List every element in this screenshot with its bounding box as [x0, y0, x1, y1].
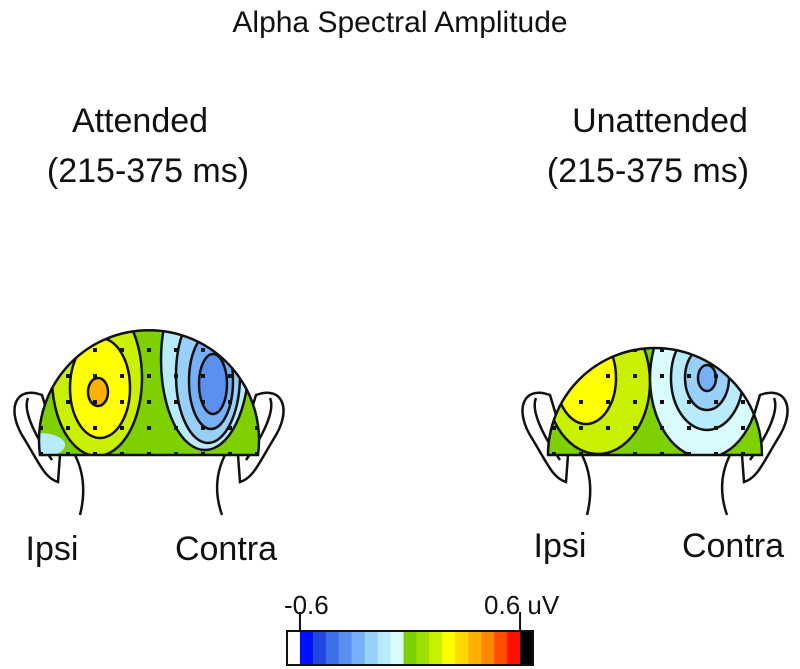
colorbar-cell	[299, 631, 314, 665]
colorbar-tick-label: 0.6 uV	[484, 590, 560, 620]
colorbar-cell	[507, 631, 521, 665]
head-map	[521, 346, 789, 516]
colorbar: -0.6 0.6 uV	[284, 590, 560, 666]
colorbar-cell	[312, 631, 327, 665]
colorbar-cell	[442, 631, 456, 665]
side-label: Contra	[175, 530, 277, 568]
colorbar-cell	[429, 631, 443, 665]
colorbar-cell	[481, 631, 495, 665]
colorbar-cell	[520, 631, 534, 665]
colorbar-cell	[390, 631, 405, 665]
head-map	[13, 329, 285, 516]
panel-window: (215-375 ms)	[547, 152, 749, 190]
figure-title: Alpha Spectral Amplitude	[232, 6, 567, 39]
colorbar-cell	[455, 631, 469, 665]
panel-title: Unattended	[572, 102, 748, 140]
panel-window: (215-375 ms)	[47, 152, 249, 190]
colorbar-cell	[287, 631, 301, 665]
colorbar-tick-label: -0.6	[284, 590, 329, 620]
colorbar-cell	[403, 631, 417, 665]
colorbar-cell	[416, 631, 430, 665]
colorbar-cell	[468, 631, 482, 665]
colorbar-cell	[338, 631, 353, 665]
colorbar-cell	[351, 631, 366, 665]
panel-title: Attended	[72, 102, 208, 140]
colorbar-cell	[494, 631, 508, 665]
side-label: Ipsi	[534, 527, 587, 565]
colorbar-cell	[377, 631, 392, 665]
colorbar-cell	[364, 631, 379, 665]
side-label: Contra	[682, 527, 784, 565]
side-label: Ipsi	[26, 530, 79, 568]
colorbar-cell	[325, 631, 340, 665]
colorbar-frame	[286, 630, 534, 666]
